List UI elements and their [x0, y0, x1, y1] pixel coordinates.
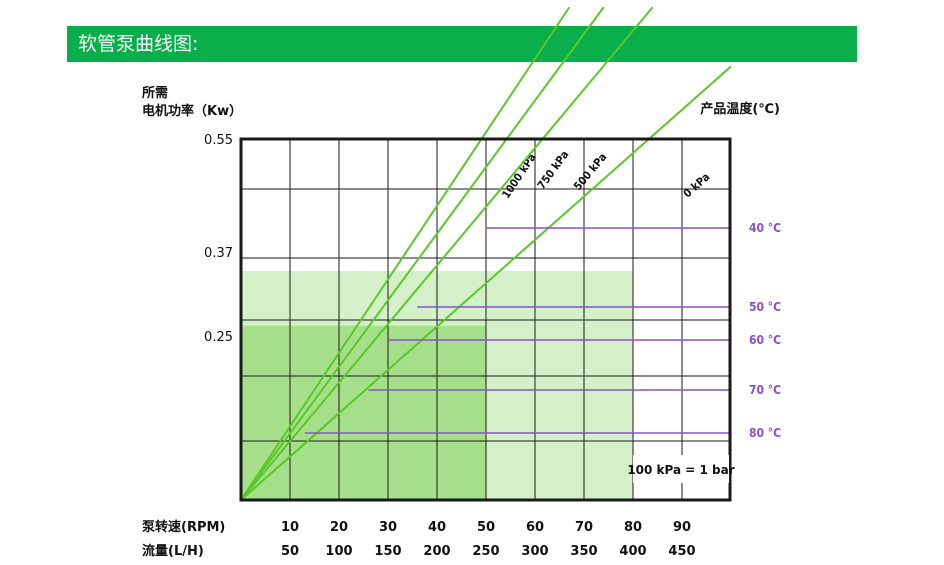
curve-line — [240, 6, 605, 501]
x-tick-rpm: 30 — [379, 520, 397, 535]
curve-label: 750 kPa — [535, 148, 572, 191]
x-axis-label-rpm: 泵转速(RPM) — [142, 519, 225, 535]
x-tick-flow: 50 — [281, 544, 299, 559]
temperature-label: 70 °C — [749, 383, 781, 397]
temperature-label: 60 °C — [749, 333, 781, 347]
right-axis-label: 产品温度(℃) — [700, 101, 780, 117]
y-tick-label: 0.25 — [204, 330, 233, 345]
x-axis-label-flow: 流量(L/H) — [142, 543, 204, 559]
unit-note: 100 kPa = 1 bar — [627, 455, 735, 483]
header-bar: 软管泵曲线图: — [67, 26, 857, 62]
temperature-lines: 40 °C 50 °C 60 °C 70 °C 80 °C — [304, 221, 781, 440]
curve-label: 1000 kPa — [499, 151, 538, 201]
x-tick-flow: 300 — [521, 544, 548, 559]
x-tick-flow: 150 — [374, 544, 401, 559]
x-tick-flow: 350 — [570, 544, 597, 559]
temperature-label: 40 °C — [749, 221, 781, 235]
y-ticks: 0.55 0.37 0.25 — [204, 133, 233, 345]
x-tick-flow: 450 — [668, 544, 695, 559]
x-tick-rpm: 90 — [673, 520, 691, 535]
page-title: 软管泵曲线图: — [78, 33, 199, 55]
y-axis-label-line1: 所需 — [142, 85, 168, 101]
x-tick-rpm: 50 — [477, 520, 495, 535]
x-tick-rpm: 70 — [575, 520, 593, 535]
x-tick-rpm: 80 — [624, 520, 642, 535]
y-tick-label: 0.37 — [204, 246, 233, 261]
x-tick-rpm: 60 — [526, 520, 544, 535]
x-tick-flow: 100 — [325, 544, 352, 559]
unit-note-text: 100 kPa = 1 bar — [627, 463, 734, 477]
temperature-label: 80 °C — [749, 426, 781, 440]
curve-label: 0 kPa — [681, 170, 712, 200]
x-tick-rpm: 10 — [281, 520, 299, 535]
x-tick-flow: 250 — [472, 544, 499, 559]
x-tick-flow: 400 — [619, 544, 646, 559]
y-tick-label: 0.55 — [204, 133, 233, 148]
curve-line — [240, 6, 571, 501]
x-ticks: 10 20 30 40 50 60 70 80 90 50 100 150 200 250 300 350 40… — [281, 520, 696, 559]
x-tick-rpm: 40 — [428, 520, 446, 535]
x-tick-rpm: 20 — [330, 520, 348, 535]
y-axis-label-line2: 电机功率（Kw） — [142, 103, 242, 119]
temperature-label: 50 °C — [749, 300, 781, 314]
plot-frame — [239, 137, 732, 502]
curve-label: 500 kPa — [571, 151, 609, 193]
x-tick-flow: 200 — [423, 544, 450, 559]
curve-line — [240, 6, 654, 501]
